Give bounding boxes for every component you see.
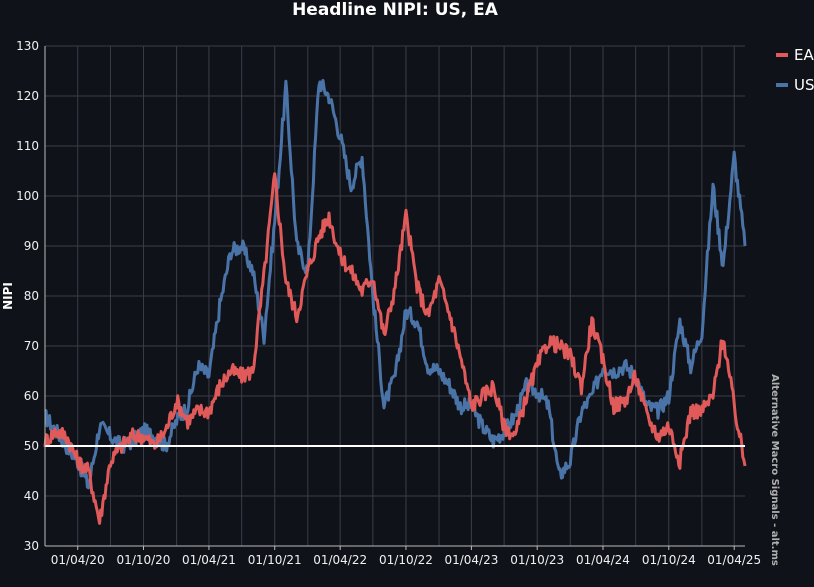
legend-label-us: US bbox=[794, 76, 814, 94]
y-tick-label: 60 bbox=[24, 389, 39, 403]
y-tick-label: 110 bbox=[16, 139, 39, 153]
y-tick-label: 130 bbox=[16, 39, 39, 53]
legend-label-ea: EA bbox=[794, 46, 814, 64]
y-tick-label: 120 bbox=[16, 89, 39, 103]
y-tick-label: 90 bbox=[24, 239, 39, 253]
x-tick-label: 01/04/21 bbox=[182, 553, 236, 567]
y-tick-label: 100 bbox=[16, 189, 39, 203]
x-tick-label: 01/04/24 bbox=[576, 553, 630, 567]
y-tick-label: 50 bbox=[24, 439, 39, 453]
x-tick-label: 01/10/24 bbox=[642, 553, 696, 567]
x-tick-label: 01/04/25 bbox=[707, 553, 761, 567]
x-tick-label: 01/10/20 bbox=[117, 553, 171, 567]
x-tick-label: 01/10/21 bbox=[248, 553, 302, 567]
x-tick-label: 01/04/20 bbox=[51, 553, 105, 567]
legend: EA US bbox=[776, 46, 814, 94]
axes: 30 40 50 60 70 80 90 100 110 120 130 01/04/20 01/10/… bbox=[16, 39, 761, 567]
y-tick-label: 80 bbox=[24, 289, 39, 303]
x-tick-label: 01/04/22 bbox=[313, 553, 367, 567]
y-tick-label: 30 bbox=[24, 539, 39, 553]
y-tick-label: 40 bbox=[24, 489, 39, 503]
x-tick-label: 01/10/23 bbox=[510, 553, 564, 567]
series-line-ea bbox=[43, 172, 747, 525]
x-tick-label: 01/04/23 bbox=[444, 553, 498, 567]
y-tick-label: 70 bbox=[24, 339, 39, 353]
y-axis-label: NIPI bbox=[1, 282, 15, 310]
watermark-text: Alternative Macro Signals - alt.ms bbox=[769, 374, 780, 566]
x-tick-label: 01/10/22 bbox=[379, 553, 433, 567]
chart-title: Headline NIPI: US, EA bbox=[292, 0, 499, 20]
